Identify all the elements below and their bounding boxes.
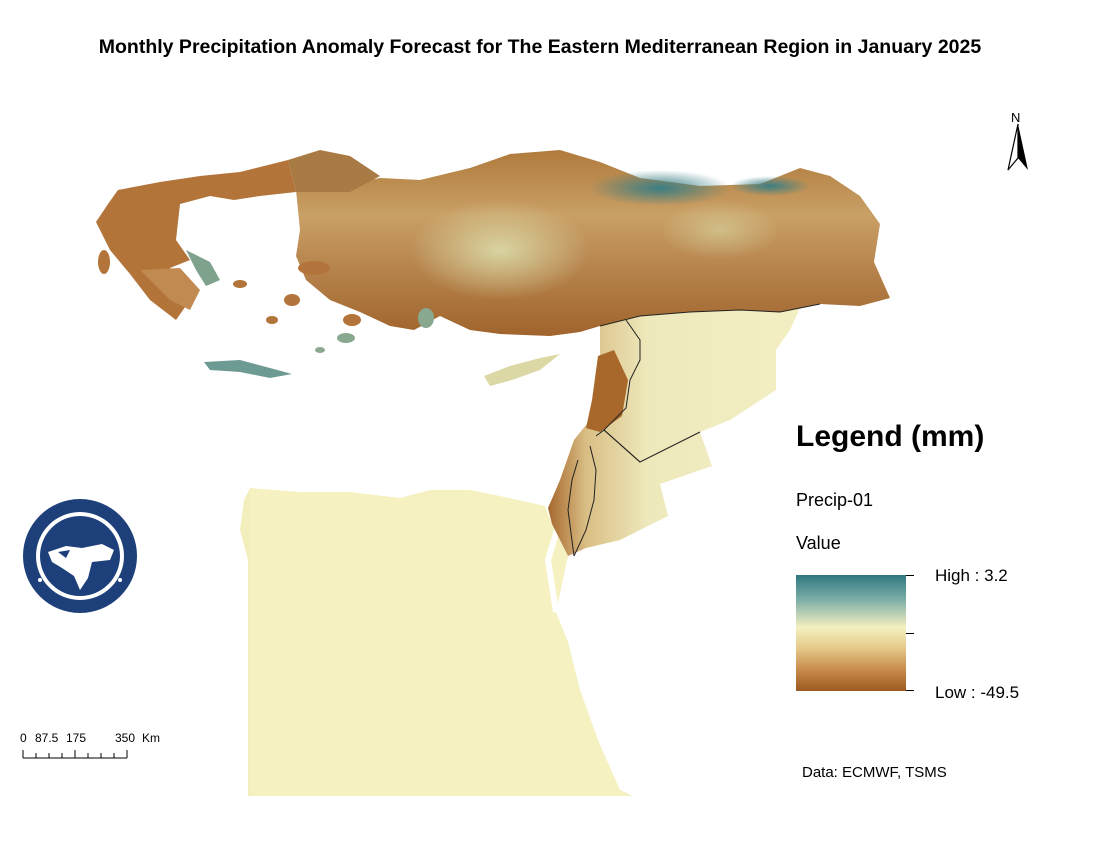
legend-layer-name: Precip-01 — [796, 490, 874, 510]
emcc-logo-icon — [23, 499, 137, 613]
scale-label: 87.5 — [35, 731, 59, 745]
levant-region — [548, 308, 800, 556]
north-label: N — [1011, 110, 1021, 125]
crete-island — [204, 360, 292, 378]
legend-tick-mid — [906, 633, 914, 634]
legend-high-label: High : 3.2 — [935, 566, 1008, 585]
libya-edge — [240, 488, 250, 796]
scale-label: 0 — [20, 731, 27, 745]
legend-field-name: Value — [796, 533, 841, 553]
turkey-region — [296, 150, 890, 336]
legend-tick-low — [906, 690, 914, 691]
scale-bar — [22, 750, 128, 759]
egypt-region — [250, 488, 633, 796]
scale-label: 350 — [115, 731, 136, 745]
scale-unit: Km — [142, 731, 160, 745]
lebanon-coast — [586, 350, 628, 432]
north-arrow-icon — [1007, 123, 1028, 171]
legend-color-ramp — [796, 575, 906, 691]
cyprus-island — [484, 354, 560, 386]
thrace-region — [288, 150, 380, 192]
legend-tick-high — [906, 575, 914, 576]
greece-region — [96, 160, 296, 320]
map-title: Monthly Precipitation Anomaly Forecast f… — [98, 36, 982, 58]
scale-label: 175 — [66, 731, 87, 745]
legend-title: Legend (mm) — [796, 420, 985, 453]
data-credits: Data: ECMWF, TSMS — [802, 764, 947, 781]
legend-low-label: Low : -49.5 — [935, 683, 1020, 702]
